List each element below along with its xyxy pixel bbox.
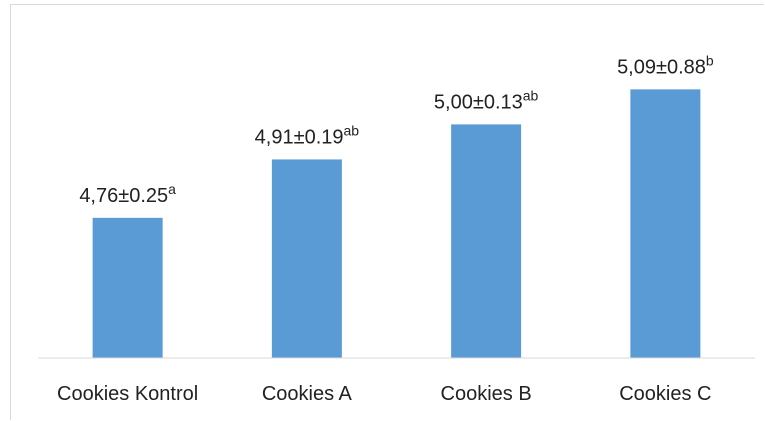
bar-1: [271, 159, 342, 358]
x-tick-label-2: Cookies B: [441, 383, 532, 405]
bar-0: [92, 217, 163, 358]
data-label-3: 5,09±0.88b: [617, 52, 714, 78]
x-tick-label-1: Cookies A: [262, 383, 353, 405]
chart-frame: [10, 4, 764, 420]
data-label-2: 5,00±0.13ab: [434, 87, 539, 113]
data-label-1: 4,91±0.19ab: [255, 122, 360, 148]
data-label-0: 4,76±0.25a: [79, 181, 176, 207]
bar-3: [630, 89, 701, 359]
x-tick-label-0: Cookies Kontrol: [57, 383, 198, 405]
x-tick-label-3: Cookies C: [619, 383, 711, 405]
bar-2: [451, 124, 522, 359]
